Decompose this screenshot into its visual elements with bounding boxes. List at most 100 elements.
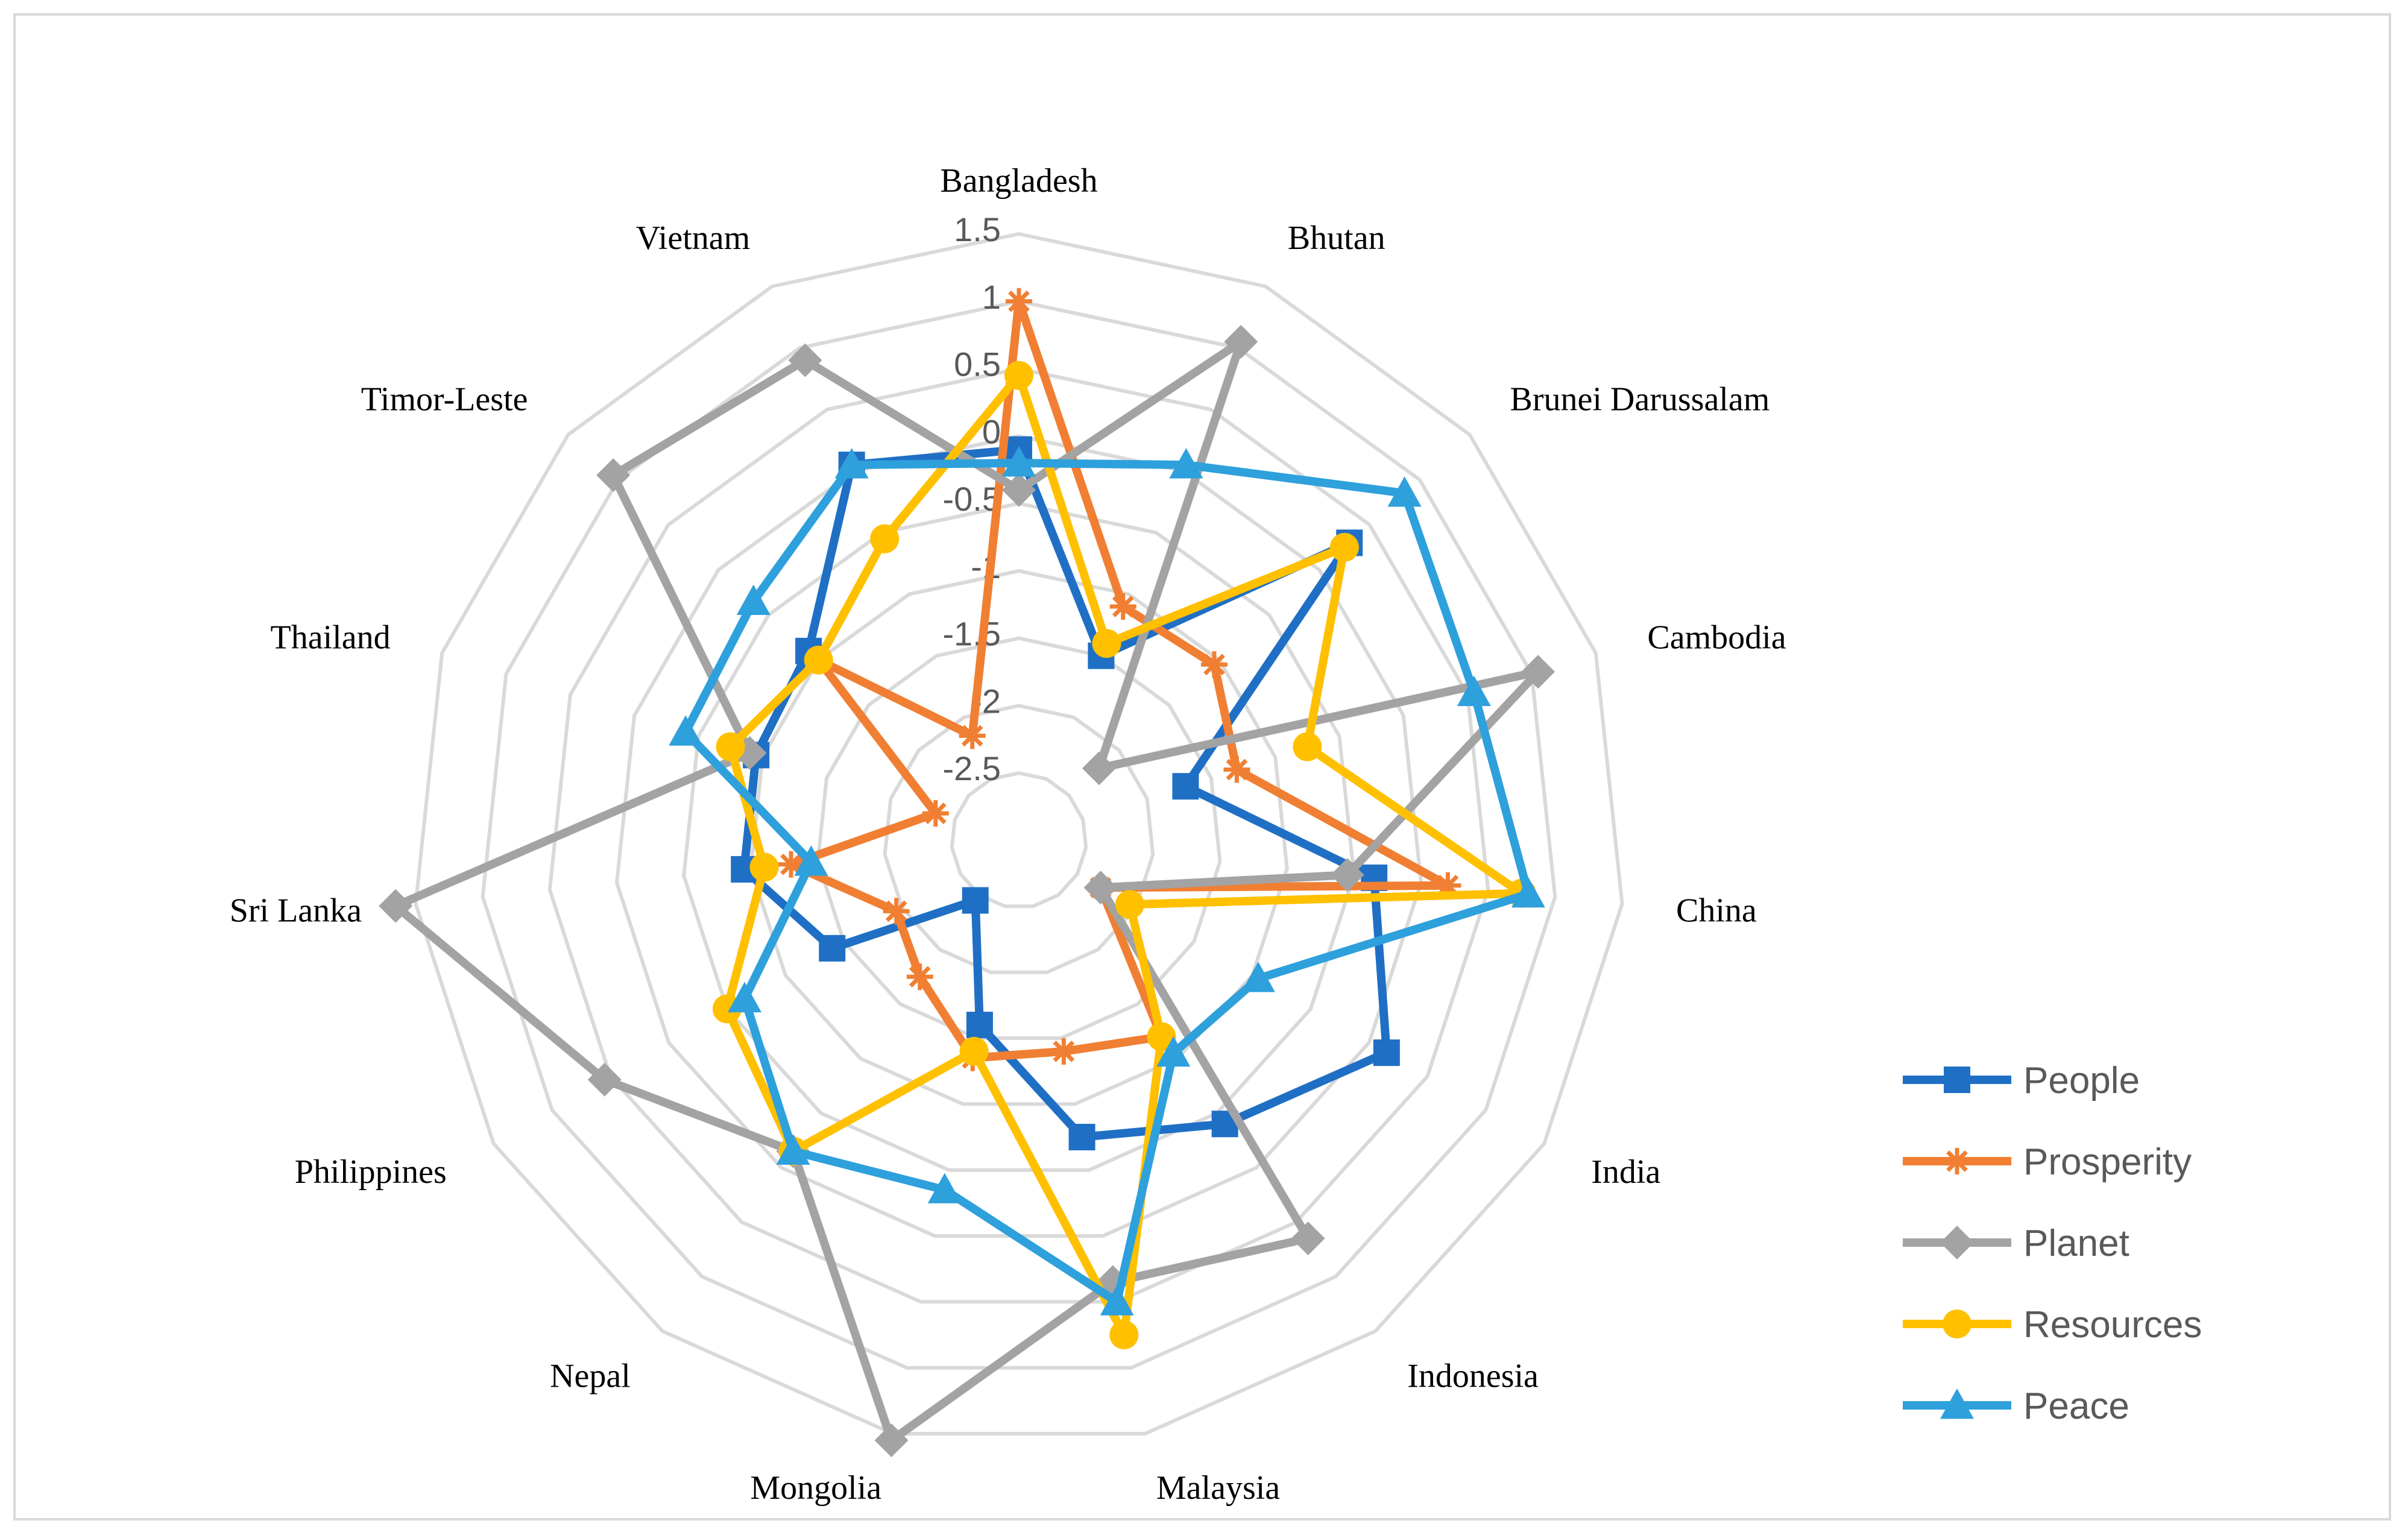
legend-label: People <box>2023 1060 2140 1101</box>
data-point <box>959 1036 989 1066</box>
category-label: China <box>1676 892 1757 930</box>
data-point <box>1109 1320 1139 1350</box>
legend-marker <box>1944 1067 1970 1093</box>
tick-label: 1.5 <box>954 210 1001 248</box>
data-point <box>1224 324 1258 359</box>
data-point <box>1457 675 1491 707</box>
data-point <box>1511 877 1545 908</box>
data-point <box>1291 1221 1325 1256</box>
legend-marker <box>1940 1388 1974 1419</box>
tick-label: 1 <box>982 278 1001 316</box>
data-point <box>1115 890 1144 919</box>
data-point <box>959 722 986 749</box>
data-point <box>1068 1124 1095 1151</box>
data-point <box>1050 1038 1077 1065</box>
legend-item-peace: Peace <box>1903 1385 2129 1427</box>
legend-marker <box>1943 1310 1971 1338</box>
data-point <box>1172 773 1199 800</box>
category-label: Brunei Darussalam <box>1510 381 1770 418</box>
radial-tick-labels: -2.5-2-1.5-1-0.500.511.5 <box>943 210 1001 787</box>
tick-label: -2.5 <box>943 749 1001 787</box>
data-point <box>1521 655 1555 689</box>
data-point <box>776 1134 810 1165</box>
grid-ring-7 <box>481 299 1557 1370</box>
series-people <box>731 436 1400 1151</box>
data-point <box>794 845 828 876</box>
category-label: Thailand <box>271 619 391 656</box>
series-layer <box>379 288 1555 1457</box>
data-point <box>1330 858 1364 892</box>
data-point <box>1002 473 1036 507</box>
data-point <box>1223 756 1250 783</box>
grid-ring-5 <box>614 434 1423 1238</box>
category-label: Cambodia <box>1647 619 1786 656</box>
data-point <box>1109 593 1136 620</box>
data-point <box>1092 629 1121 658</box>
data-point <box>1083 871 1118 905</box>
series-line <box>681 459 1533 1306</box>
series-line <box>723 371 1526 1339</box>
data-point <box>587 1062 622 1097</box>
data-point <box>927 1173 962 1203</box>
data-point <box>966 1012 993 1039</box>
legend: People Prosperity Planet Resources Peace <box>1903 1060 2202 1427</box>
data-point <box>1156 1036 1191 1067</box>
legend-item-planet: Planet <box>1903 1223 2129 1264</box>
data-point <box>728 982 762 1013</box>
grid-ring-0 <box>950 771 1088 909</box>
data-point <box>834 448 869 479</box>
data-point <box>379 889 413 923</box>
grid-ring-2 <box>816 636 1222 1040</box>
grid-ring-3 <box>749 569 1289 1106</box>
series-peace <box>669 446 1545 1316</box>
grid-ring-8 <box>414 232 1624 1436</box>
data-point <box>788 343 822 377</box>
data-point <box>596 458 631 493</box>
series-line <box>787 297 1452 1062</box>
data-point <box>1082 751 1116 786</box>
legend-marker <box>1940 1226 1974 1259</box>
data-point <box>1006 288 1032 315</box>
data-point <box>962 887 989 914</box>
category-label: Indonesia <box>1407 1358 1539 1395</box>
data-point <box>716 732 745 761</box>
category-label: India <box>1591 1153 1660 1191</box>
data-point <box>870 524 900 553</box>
data-point <box>1002 446 1036 477</box>
legend-label: Resources <box>2023 1304 2202 1346</box>
grid-ring-1 <box>883 704 1155 974</box>
data-point <box>922 800 949 827</box>
data-point <box>1293 732 1322 761</box>
data-point <box>1169 448 1203 479</box>
category-label: Timor-Leste <box>361 381 528 418</box>
legend-label: Planet <box>2023 1223 2129 1264</box>
chart-frame: -2.5 -2 -1.5 -1 -0.5 0 0.5 1 1.5 Bangladesh Bhuta… <box>13 13 2391 1521</box>
tick-label: -0.5 <box>943 480 1001 518</box>
radar-chart: -2.5-2-1.5-1-0.500.511.5 BangladeshBhuta… <box>230 162 2202 1507</box>
data-point <box>669 715 703 746</box>
data-point <box>1147 1022 1176 1051</box>
data-point <box>1004 361 1033 390</box>
series-line <box>391 337 1543 1445</box>
category-label: Sri Lanka <box>230 892 362 930</box>
data-point <box>819 934 846 962</box>
data-point <box>736 584 771 615</box>
data-point <box>883 898 910 925</box>
data-point <box>749 853 779 882</box>
legend-label: Prosperity <box>2023 1141 2192 1183</box>
legend-item-resources: Resources <box>1903 1304 2202 1346</box>
data-point <box>1387 476 1422 507</box>
category-label: Nepal <box>550 1358 631 1395</box>
data-point <box>906 963 933 991</box>
data-point <box>804 645 833 675</box>
grid-ring-6 <box>547 367 1490 1304</box>
data-point <box>874 1423 909 1457</box>
data-point <box>778 851 805 878</box>
grid-ring-4 <box>682 502 1356 1172</box>
legend-item-prosperity: Prosperity <box>1903 1141 2192 1183</box>
category-label: Philippines <box>295 1153 447 1191</box>
category-label: Bangladesh <box>940 162 1097 200</box>
category-labels: Bangladesh Bhutan Brunei Darussalam Cambodi… <box>230 162 1786 1507</box>
category-label: Malaysia <box>1156 1469 1280 1507</box>
tick-label: 0.5 <box>954 345 1001 383</box>
